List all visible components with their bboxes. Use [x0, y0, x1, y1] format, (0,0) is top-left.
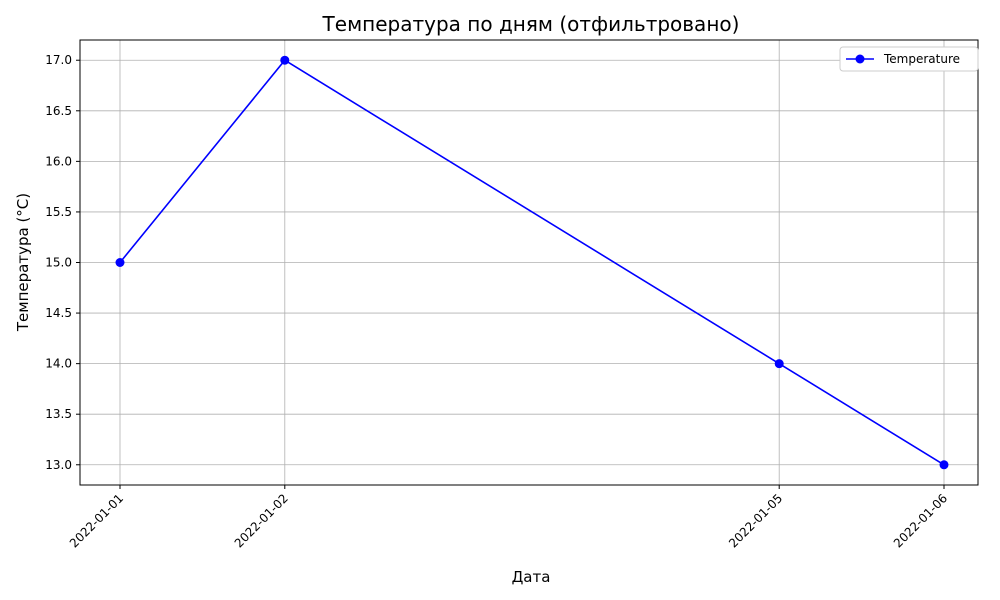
legend-label: Temperature: [883, 52, 960, 66]
y-tick-label: 17.0: [45, 53, 72, 67]
legend-box: [839, 46, 979, 72]
y-axis-ticks: 13.0 13.5 14.0 14.5 15.0 15.5 16.0 16.5 17.0: [45, 53, 80, 472]
y-tick-label: 13.0: [45, 458, 72, 472]
legend: Temperature: [839, 46, 979, 72]
x-axis-label: Дата: [512, 568, 551, 586]
y-tick-label: 13.5: [45, 407, 72, 421]
gridlines: [80, 40, 978, 485]
series-line: [119, 59, 945, 466]
y-tick-label: 14.5: [45, 306, 72, 320]
legend-marker: [855, 54, 865, 64]
y-tick-label: 16.0: [45, 154, 72, 168]
data-point: [774, 359, 784, 369]
data-point: [280, 55, 290, 65]
data-point: [115, 258, 125, 267]
y-tick-label: 14.0: [45, 357, 72, 371]
y-tick-label: 15.0: [45, 256, 72, 270]
data-point: [939, 460, 949, 470]
y-axis-label: Температура (°C): [14, 193, 32, 332]
y-tick-label: 15.5: [45, 205, 72, 219]
series-group: [115, 55, 949, 470]
y-tick-label: 16.5: [45, 104, 72, 118]
chart-title: Температура по дням (отфильтровано): [322, 12, 740, 36]
